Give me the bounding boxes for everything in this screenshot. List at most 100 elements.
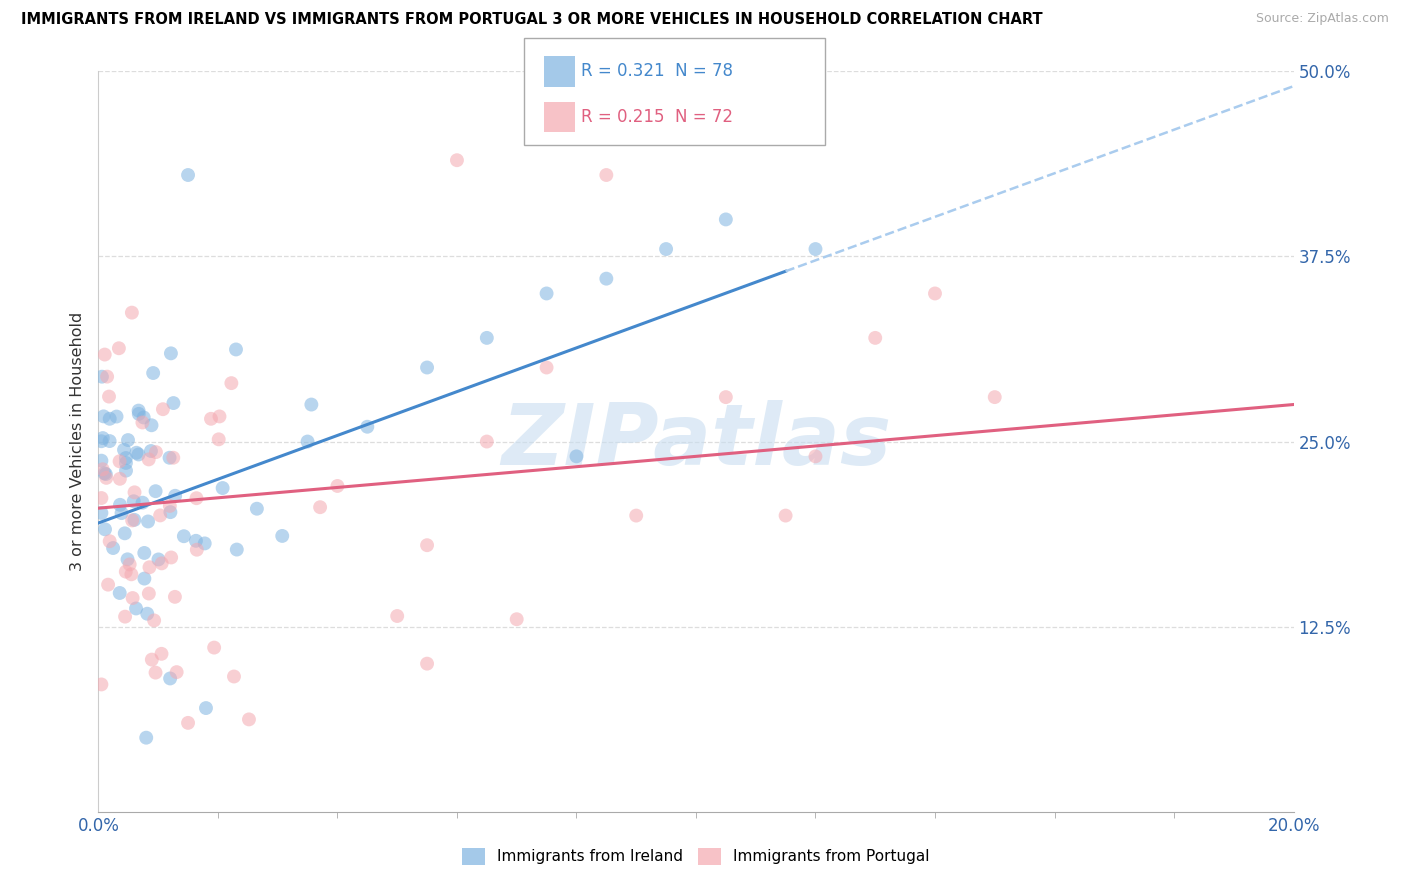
Point	[98, 434, 121, 448]
Point	[145, 484, 167, 499]
Point	[152, 402, 174, 417]
Text: IMMIGRANTS FROM IRELAND VS IMMIGRANTS FROM PORTUGAL 3 OR MORE VEHICLES IN HOUSEH: IMMIGRANTS FROM IRELAND VS IMMIGRANTS FR…	[21, 12, 1043, 27]
Point	[162, 396, 184, 410]
Y-axis label: 3 or more Vehicles in Household: 3 or more Vehicles in Household	[70, 312, 86, 571]
Point	[135, 731, 157, 745]
Point	[105, 409, 128, 424]
Point	[416, 657, 439, 671]
Point	[416, 538, 439, 552]
Point	[297, 434, 319, 449]
Point	[595, 271, 617, 285]
Point	[195, 701, 218, 715]
Point	[97, 577, 120, 591]
Point	[101, 541, 124, 555]
Point	[90, 491, 112, 505]
Point	[984, 390, 1007, 404]
Point	[121, 513, 143, 527]
Point	[714, 390, 737, 404]
Point	[131, 416, 153, 430]
Point	[117, 433, 139, 447]
Point	[96, 369, 118, 384]
Text: ZIPatlas: ZIPatlas	[501, 400, 891, 483]
Point	[141, 652, 163, 666]
Point	[271, 529, 294, 543]
Point	[108, 498, 131, 512]
Point	[108, 472, 131, 486]
Point	[225, 542, 247, 557]
Point	[299, 398, 322, 412]
Point	[416, 360, 439, 375]
Point	[125, 446, 148, 460]
Point	[90, 453, 112, 467]
Point	[238, 712, 260, 726]
Point	[134, 546, 156, 560]
Point	[595, 168, 617, 182]
Point	[131, 496, 153, 510]
Point	[108, 586, 131, 600]
Point	[162, 450, 184, 465]
Point	[128, 407, 150, 421]
Text: R = 0.321  N = 78: R = 0.321 N = 78	[581, 62, 733, 80]
Point	[163, 590, 186, 604]
Point	[138, 586, 160, 600]
Point	[134, 572, 156, 586]
Point	[148, 552, 170, 566]
Point	[136, 515, 159, 529]
Point	[775, 508, 797, 523]
Point	[385, 609, 409, 624]
Point	[655, 242, 678, 256]
Point	[136, 607, 159, 621]
Point	[121, 305, 143, 319]
Point	[138, 452, 160, 467]
Point	[159, 672, 181, 686]
Point	[98, 411, 121, 425]
Point	[108, 454, 131, 468]
Point	[208, 409, 231, 424]
Point	[804, 242, 827, 256]
Point	[98, 390, 121, 404]
Point	[91, 431, 114, 445]
Point	[166, 665, 188, 679]
Point	[173, 529, 195, 543]
Point	[117, 552, 139, 566]
Point	[90, 677, 112, 691]
Point	[177, 168, 200, 182]
Point	[141, 418, 163, 433]
Point	[356, 419, 378, 434]
Point	[91, 369, 114, 384]
Point	[159, 450, 181, 465]
Point	[94, 467, 117, 481]
Point	[114, 526, 136, 541]
Legend: Immigrants from Ireland, Immigrants from Portugal: Immigrants from Ireland, Immigrants from…	[456, 842, 936, 871]
Point	[159, 505, 181, 519]
Text: Source: ZipAtlas.com: Source: ZipAtlas.com	[1256, 12, 1389, 25]
Point	[110, 506, 132, 520]
Point	[626, 508, 648, 523]
Point	[246, 501, 269, 516]
Point	[160, 550, 183, 565]
Point	[150, 647, 173, 661]
Point	[93, 467, 115, 481]
Point	[536, 286, 558, 301]
Point	[145, 665, 167, 680]
Point	[128, 447, 150, 461]
Point	[120, 567, 142, 582]
Point	[114, 609, 136, 624]
Point	[177, 715, 200, 730]
Point	[90, 434, 112, 449]
Point	[160, 346, 183, 360]
Point	[475, 434, 498, 449]
Point	[149, 508, 172, 523]
Point	[98, 534, 121, 549]
Point	[186, 542, 208, 557]
Point	[446, 153, 468, 168]
Point	[122, 494, 145, 508]
Point	[326, 479, 349, 493]
Point	[208, 433, 231, 447]
Point	[222, 669, 245, 683]
Point	[115, 450, 138, 465]
Point	[150, 557, 173, 571]
Point	[145, 445, 167, 459]
Point	[91, 462, 114, 476]
Point	[138, 560, 160, 574]
